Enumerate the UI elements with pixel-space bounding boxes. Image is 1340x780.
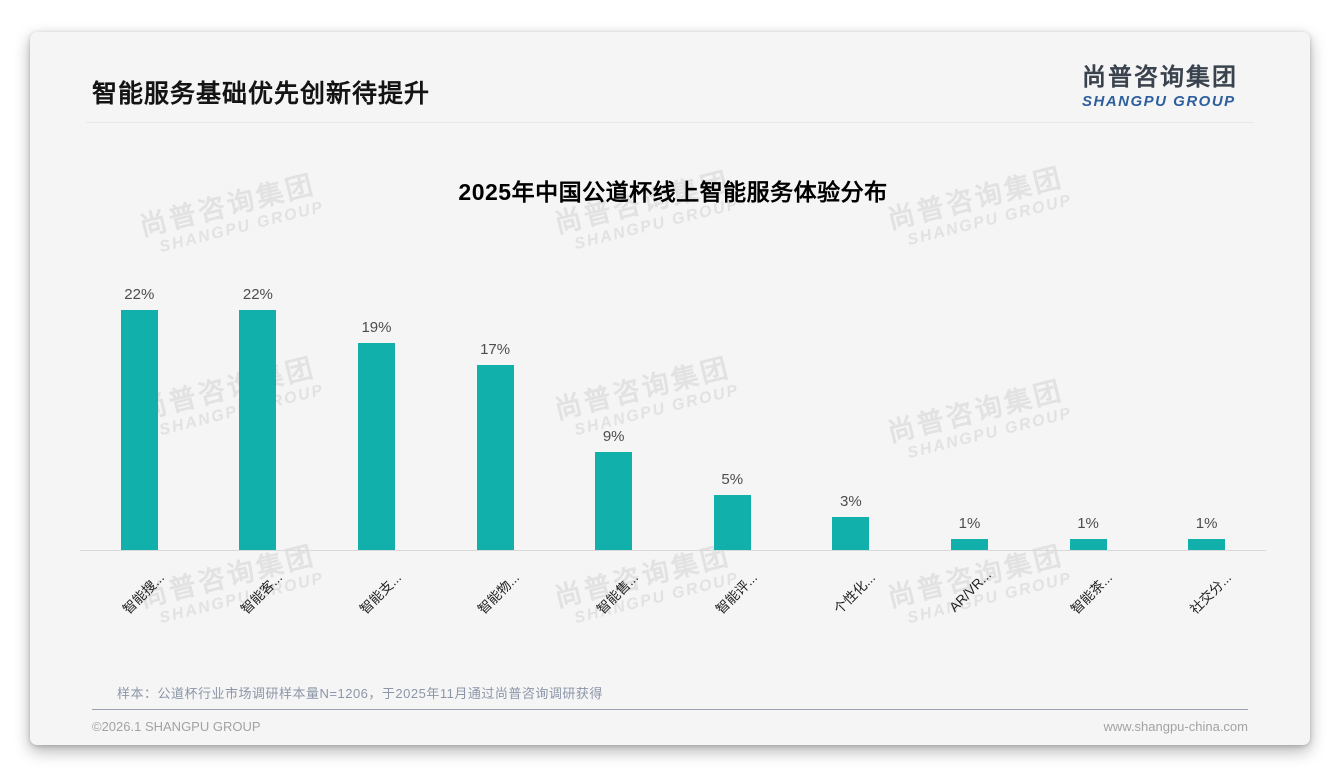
x-axis-label: 智能评... [712,569,760,618]
x-axis-line [80,550,1266,551]
bar [1069,539,1107,550]
x-axis-label: 个性化... [831,569,879,618]
bar-slot: 22% [199,282,318,550]
x-axis-label: AR/VR... [946,567,995,615]
bar-value-label: 22% [242,286,273,303]
footer-divider [92,709,1248,710]
sample-note: 样本：公道杯行业市场调研样本量N=1206，于2025年11月通过尚普咨询调研获… [117,686,603,701]
x-axis-label: 社交分... [1186,569,1235,618]
bar-value-label: 1% [958,515,981,532]
bar [950,539,988,550]
bar [120,310,158,550]
x-axis-label: 智能茶... [1068,569,1116,618]
bar-slot: 1% [910,282,1029,550]
footer: ©2026.1 SHANGPU GROUP www.shangpu-china.… [92,719,1248,734]
bar-value-label: 1% [1195,515,1218,532]
bar-slot: 22% [80,282,199,550]
bar-value-label: 19% [361,319,392,336]
bar-value-label: 22% [124,286,155,303]
bar-value-label: 5% [721,471,744,488]
bar [476,365,514,550]
bar [1188,539,1226,550]
bar-value-label: 9% [602,428,625,445]
bar-slot: 17% [436,282,555,550]
bar-slot: 1% [1029,282,1148,550]
x-axis-label: 智能物... [475,569,523,618]
bar [357,343,395,550]
bar-slot: 1% [1147,282,1266,550]
bar-slot: 9% [554,282,673,550]
header-divider [86,122,1254,123]
bar [832,517,870,550]
bar-slot: 5% [673,282,792,550]
logo-en-text: SHANGPU GROUP [1082,93,1236,110]
slide-card: 智能服务基础优先创新待提升 尚普咨询集团 SHANGPU GROUP 尚普咨询集… [30,32,1310,745]
bar-value-label: 1% [1077,515,1099,532]
bar [713,495,751,550]
bar [239,310,277,550]
bar-value-label: 3% [840,493,862,510]
x-axis-label: 智能售... [593,569,642,618]
bar [595,452,633,550]
x-axis-label: 智能搜... [119,569,167,618]
copyright-text: ©2026.1 SHANGPU GROUP [92,719,261,734]
chart-title: 2025年中国公道杯线上智能服务体验分布 [458,179,888,205]
x-axis-label: 智能支... [356,569,404,618]
bar-slot: 19% [317,282,436,550]
x-axis-labels: 智能搜... 智能客... 智能支... 智能物... 智能售... 智能评... 个性化.… [80,551,1266,663]
bar-slot: 3% [792,282,911,550]
plot-area: 22% 22% 19% 17% 9% 5% 3% 1% 1% 1% [80,282,1266,550]
company-logo: 尚普咨询集团 SHANGPU GROUP [1082,64,1238,110]
logo-cn-text: 尚普咨询集团 [1082,64,1238,91]
x-axis-label: 智能客... [238,569,286,618]
page-title: 智能服务基础优先创新待提升 [92,80,431,108]
watermark-en-text: SHANGPU GROUP [157,198,326,257]
website-url: www.shangpu-china.com [1103,719,1248,734]
bar-value-label: 17% [480,341,511,358]
